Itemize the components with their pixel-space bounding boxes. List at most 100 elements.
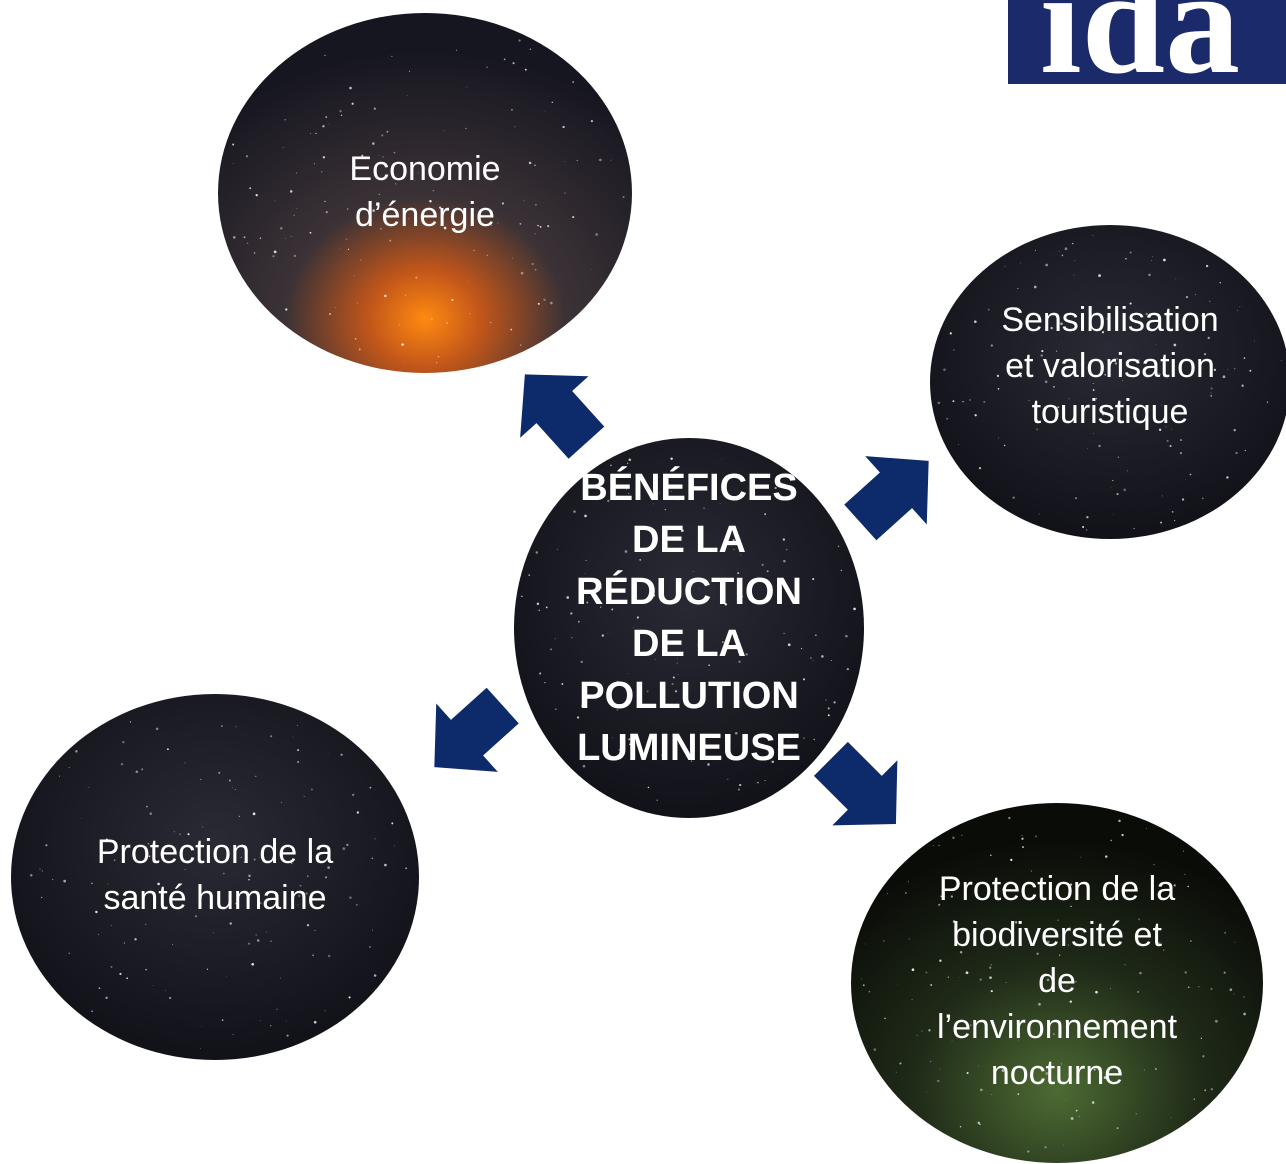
star	[335, 307, 336, 308]
star	[256, 934, 257, 935]
star	[328, 955, 331, 958]
star	[200, 779, 201, 780]
star	[284, 119, 286, 121]
star	[831, 660, 832, 661]
star	[1017, 288, 1018, 289]
star	[1035, 835, 1037, 837]
star	[146, 806, 148, 808]
star	[323, 156, 325, 158]
star	[399, 324, 400, 325]
star	[260, 237, 261, 238]
arrow	[830, 427, 960, 557]
star	[230, 922, 232, 924]
star	[354, 276, 355, 277]
star	[360, 260, 361, 261]
star	[348, 249, 349, 250]
star	[347, 208, 349, 210]
star	[339, 249, 340, 250]
star	[1038, 1003, 1041, 1006]
star	[1244, 357, 1246, 359]
star	[356, 904, 358, 906]
star	[1086, 516, 1088, 518]
star	[1211, 387, 1213, 389]
star	[623, 196, 625, 198]
star	[991, 344, 993, 346]
star	[81, 818, 82, 819]
star	[371, 858, 373, 860]
star	[1243, 996, 1245, 998]
star	[1063, 1145, 1064, 1146]
star	[394, 845, 395, 846]
star	[537, 225, 538, 226]
star	[141, 768, 143, 770]
star	[1113, 514, 1114, 515]
star	[1053, 386, 1055, 388]
star	[591, 269, 592, 270]
star	[322, 125, 324, 127]
star	[595, 233, 598, 236]
star	[1010, 859, 1012, 861]
star	[310, 133, 311, 134]
star	[297, 761, 299, 763]
logo: ida	[1008, 0, 1286, 105]
star	[270, 1025, 271, 1026]
star	[401, 343, 403, 345]
star	[469, 313, 470, 314]
star	[571, 637, 572, 638]
star	[202, 827, 203, 828]
star	[521, 595, 523, 597]
star	[325, 116, 327, 118]
star	[297, 725, 298, 726]
star	[562, 126, 564, 128]
star	[1234, 942, 1235, 943]
star	[165, 990, 166, 991]
star	[540, 226, 542, 228]
star	[105, 997, 107, 999]
star	[1137, 991, 1138, 992]
star	[272, 255, 274, 257]
star	[30, 874, 32, 876]
star	[961, 835, 962, 836]
star	[391, 56, 392, 57]
star	[255, 776, 256, 777]
star	[1004, 445, 1005, 446]
star	[599, 159, 602, 162]
star	[1044, 1146, 1046, 1148]
star	[490, 322, 491, 323]
star	[270, 940, 272, 942]
star	[1235, 452, 1237, 454]
star	[260, 1020, 261, 1021]
star	[983, 401, 985, 403]
star	[1079, 1116, 1080, 1117]
star	[1195, 294, 1196, 295]
star	[98, 934, 99, 935]
star	[847, 668, 849, 670]
star	[232, 143, 234, 145]
star	[1170, 445, 1172, 447]
star	[980, 1089, 983, 1092]
star	[803, 737, 805, 739]
star	[1022, 846, 1024, 848]
star	[933, 845, 934, 846]
star	[1224, 932, 1226, 934]
star	[169, 997, 171, 999]
star	[908, 881, 909, 882]
star	[218, 772, 220, 774]
star	[88, 787, 89, 788]
star	[75, 750, 77, 752]
star	[486, 66, 488, 68]
star	[550, 302, 553, 305]
star	[998, 388, 1000, 390]
star	[1075, 497, 1077, 499]
star	[121, 763, 123, 765]
star	[297, 749, 299, 751]
star	[1065, 1100, 1066, 1101]
star	[1017, 1093, 1019, 1095]
star	[291, 236, 292, 237]
star	[1127, 470, 1128, 471]
star	[285, 308, 287, 310]
star	[281, 802, 282, 803]
star	[349, 87, 352, 90]
star	[1202, 1055, 1204, 1057]
star	[535, 269, 537, 271]
